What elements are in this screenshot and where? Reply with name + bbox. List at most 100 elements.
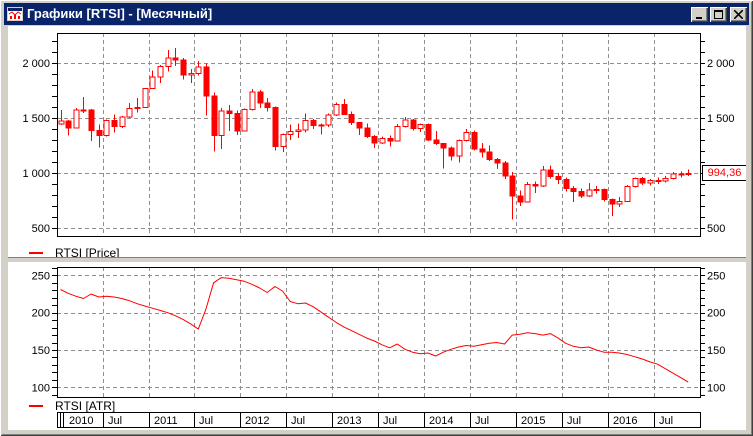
svg-text:2 000: 2 000 [22, 58, 50, 70]
svg-text:1 000: 1 000 [22, 168, 50, 180]
candle-body-2016-08 [662, 178, 669, 182]
svg-text:2 000: 2 000 [707, 58, 735, 70]
candle-body-2015-07 [563, 179, 570, 189]
time-axis-label: 2014 [429, 415, 453, 427]
candle-body-2012-06 [280, 133, 287, 147]
time-axis-label: 2011 [154, 415, 178, 427]
minimize-icon [696, 16, 702, 19]
candle-body-2016-01 [609, 199, 616, 205]
candle-body-2013-12 [417, 123, 424, 130]
time-axis-label: Jul [659, 415, 673, 427]
candle-body-2011-08 [203, 66, 210, 97]
time-axis-label: Jul [567, 415, 581, 427]
svg-text:500: 500 [707, 223, 725, 235]
candle-body-2013-06 [371, 136, 378, 144]
price-candles [58, 48, 692, 220]
time-axis-label: 2016 [613, 415, 637, 427]
close-button[interactable] [730, 6, 747, 22]
candle-body-2015-04 [540, 169, 547, 187]
time-axis-label: 2013 [337, 415, 361, 427]
svg-text:500: 500 [32, 223, 50, 235]
candle-body-2013-07 [379, 138, 386, 144]
window-title: Графики [RTSI] - [Месячный] [27, 6, 213, 21]
candle-body-2014-06 [463, 132, 470, 141]
candle-body-2015-01 [517, 195, 524, 203]
maximize-button[interactable] [710, 6, 727, 22]
candle-body-2014-03 [440, 143, 447, 149]
candle-body-2010-03 [73, 109, 80, 129]
candle-body-2012-03 [257, 91, 264, 104]
svg-text:200: 200 [32, 308, 50, 320]
candle-body-2012-11 [318, 124, 325, 127]
price-legend: RTSI [Price] [29, 246, 119, 260]
candle-body-2015-12 [601, 189, 608, 201]
minimize-button[interactable] [691, 6, 708, 22]
title-bar[interactable]: Графики [RTSI] - [Месячный] [4, 3, 749, 25]
chart-window-icon [7, 7, 23, 21]
candle-body-2015-09 [578, 190, 585, 197]
atr-legend-label: RTSI [ATR] [55, 398, 116, 413]
candle-body-2015-08 [570, 187, 577, 192]
time-axis-label: 2015 [521, 415, 545, 427]
candle-body-2014-12 [509, 175, 516, 197]
candle-body-2013-03 [348, 113, 355, 123]
candle-body-2011-01 [149, 76, 156, 89]
candle-body-2014-01 [425, 123, 432, 141]
panel-splitter[interactable] [8, 257, 746, 263]
candle-body-2016-03 [624, 186, 631, 203]
candle-body-2015-10 [586, 189, 593, 197]
time-axis-label: Jul [108, 415, 122, 427]
candle-body-2010-10 [126, 107, 133, 118]
candle-body-2012-02 [249, 91, 256, 111]
candle-body-2011-02 [157, 65, 164, 78]
candle-body-2015-06 [555, 175, 562, 181]
atr-line [60, 277, 689, 383]
candle-body-2012-10 [310, 120, 317, 126]
panel-borders [57, 33, 701, 398]
close-icon [734, 9, 743, 19]
candle-body-2012-05 [272, 107, 279, 147]
candle-body-2013-08 [387, 138, 394, 142]
candle-body-2011-05 [180, 59, 187, 76]
time-axis-label: Jul [383, 415, 397, 427]
svg-text:100: 100 [707, 382, 725, 394]
candle-body-2011-11 [226, 110, 233, 115]
candle-body-2013-02 [341, 104, 348, 115]
time-axis-label: Jul [475, 415, 489, 427]
candle-body-2014-11 [502, 162, 509, 177]
candle-body-2012-08 [295, 129, 302, 133]
price-series-swatch [29, 251, 43, 254]
time-axis-label: Jul [291, 415, 305, 427]
candle-body-2011-07 [195, 66, 202, 74]
candle-body-2011-03 [165, 57, 172, 67]
time-axis-label: 2010 [69, 415, 93, 427]
candle-body-2012-07 [287, 131, 294, 135]
candle-body-2010-06 [96, 130, 103, 137]
candle-body-2013-11 [410, 119, 417, 130]
atr-series-swatch [29, 404, 43, 407]
candle-body-2016-07 [655, 180, 662, 183]
candle-body-2010-08 [111, 119, 118, 128]
candle-body-2015-11 [593, 189, 600, 192]
candle-body-2013-10 [402, 119, 409, 128]
svg-text:100: 100 [32, 382, 50, 394]
svg-text:150: 150 [707, 345, 725, 357]
candle-body-2013-01 [333, 104, 340, 116]
candle-body-2014-08 [479, 148, 486, 153]
time-axis-label: 2012 [245, 415, 269, 427]
candle-body-2012-12 [325, 114, 332, 126]
candle-body-2014-07 [471, 132, 478, 150]
candle-body-2010-07 [103, 119, 110, 137]
charts-canvas[interactable]: 2 000 1 500 1 000 500 2 000 1 500 500 250 250 200… [8, 26, 746, 430]
time-axis[interactable]: 2010 Jul 2011 Jul 2012 Jul 2013 Jul 2014 Jul 2015 J… [57, 412, 701, 428]
chart-content-area: 2 000 1 500 1 000 500 2 000 1 500 500 250 250 200… [8, 26, 746, 430]
candle-body-2010-09 [119, 116, 126, 128]
axis-labels: 2 000 1 500 1 000 500 2 000 1 500 500 250 250 200… [22, 58, 734, 394]
candle-body-2010-11 [134, 106, 141, 109]
candle-body-2014-10 [494, 158, 501, 164]
maximize-icon [714, 9, 723, 19]
candle-body-2012-01 [241, 109, 248, 132]
candle-body-2011-10 [218, 110, 225, 136]
candle-body-2013-04 [356, 121, 363, 129]
svg-text:1 500: 1 500 [707, 113, 735, 125]
